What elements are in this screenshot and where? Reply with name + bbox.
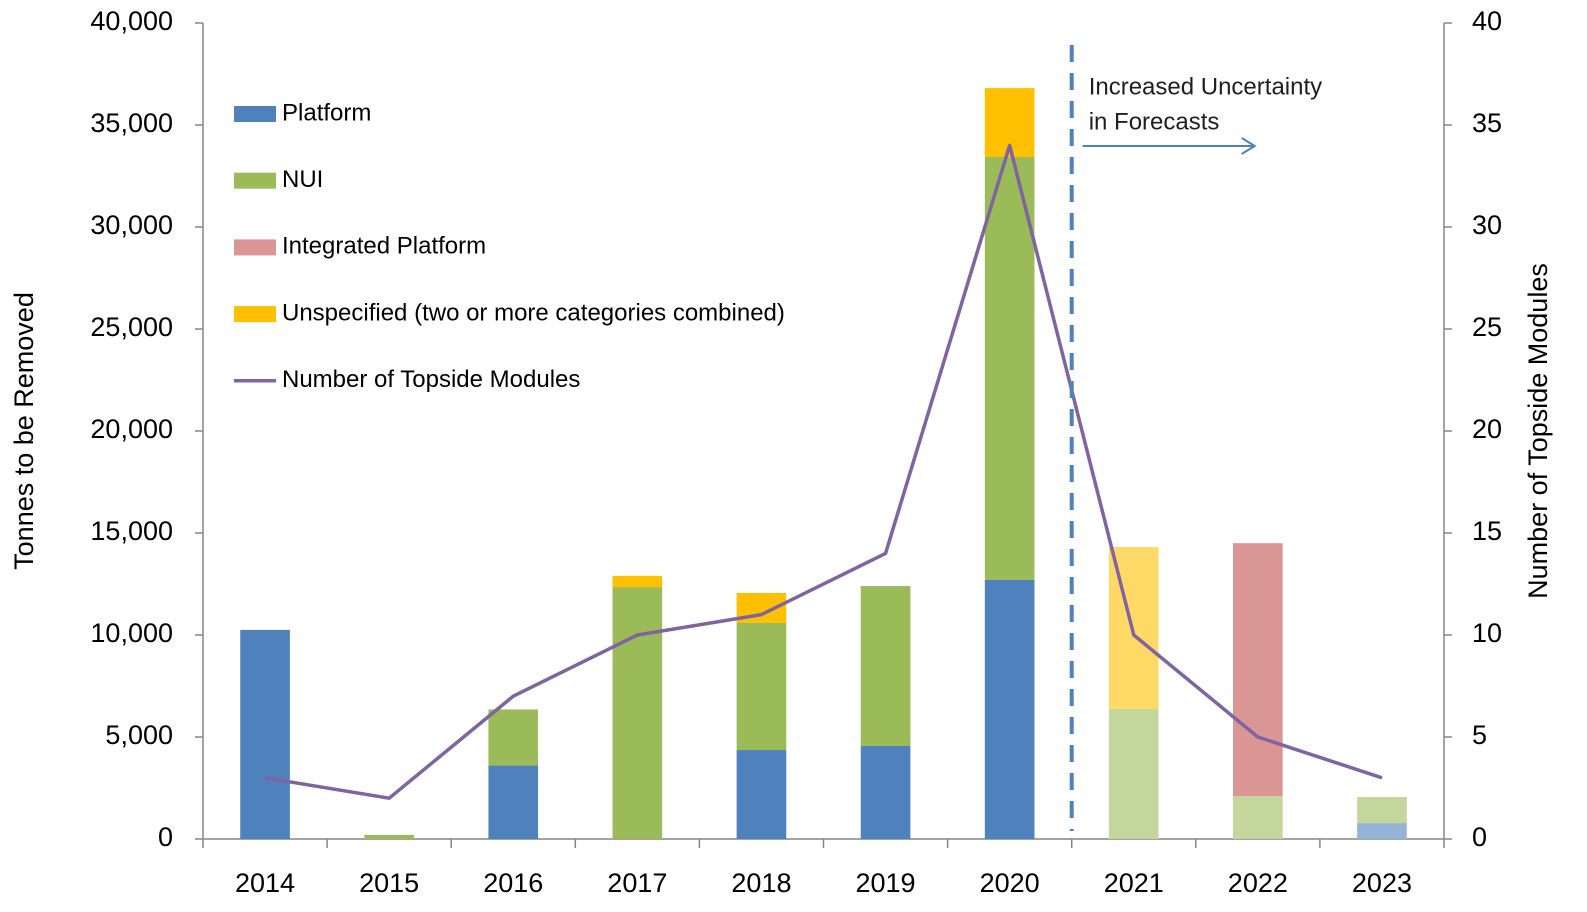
y-tick-label: 35,000 xyxy=(90,108,173,138)
y-tick-label: 10,000 xyxy=(90,618,173,648)
x-tick-label: 2023 xyxy=(1352,868,1412,898)
bar xyxy=(240,629,290,839)
y-axis-title: Tonnes to be Removed xyxy=(9,292,39,570)
y2-tick-label: 5 xyxy=(1472,720,1487,750)
x-tick-label: 2021 xyxy=(1104,868,1164,898)
legend-label: NUI xyxy=(282,166,323,193)
bar xyxy=(612,575,663,588)
bar xyxy=(1357,796,1407,824)
x-tick-label: 2016 xyxy=(483,868,543,898)
x-tick-label: 2017 xyxy=(607,868,667,898)
annotation-arrow xyxy=(1082,137,1257,155)
legend-swatch xyxy=(234,239,276,256)
y2-tick-label: 25 xyxy=(1472,312,1502,342)
bar xyxy=(860,586,911,746)
bar xyxy=(488,709,539,766)
bar xyxy=(1357,823,1407,839)
bar xyxy=(1233,796,1283,839)
legend-swatch xyxy=(234,172,276,189)
bar xyxy=(488,765,539,839)
legend-label: Unspecified (two or more categories comb… xyxy=(282,299,785,326)
y2-tick-label: 0 xyxy=(1472,822,1487,852)
y-tick-label: 5,000 xyxy=(105,720,173,750)
annotation: in Forecasts xyxy=(1089,108,1220,135)
bar xyxy=(984,157,1035,580)
bar xyxy=(984,579,1035,839)
y2-tick-label: 35 xyxy=(1472,108,1502,138)
y2-tick-label: 40 xyxy=(1472,6,1502,36)
y-tick-label: 30,000 xyxy=(90,210,173,240)
y-tick-label: 25,000 xyxy=(90,312,173,342)
bar xyxy=(612,587,663,839)
legend-label: Platform xyxy=(282,99,371,126)
line xyxy=(264,143,1383,800)
y2-tick-label: 30 xyxy=(1472,210,1502,240)
legend-label: Number of Topside Modules xyxy=(282,366,580,393)
annotation: Increased Uncertainty xyxy=(1089,73,1322,100)
x-tick-label: 2022 xyxy=(1228,868,1288,898)
y2-tick-label: 10 xyxy=(1472,618,1502,648)
y2-tick-label: 15 xyxy=(1472,516,1502,546)
x-tick-label: 2015 xyxy=(359,868,419,898)
y-tick-label: 0 xyxy=(158,822,173,852)
legend-label: Integrated Platform xyxy=(282,233,486,260)
x-tick-label: 2018 xyxy=(731,868,791,898)
bar xyxy=(1108,709,1159,839)
x-tick-label: 2020 xyxy=(980,868,1040,898)
y-tick-label: 40,000 xyxy=(90,6,173,36)
x-tick-label: 2019 xyxy=(856,868,916,898)
bar xyxy=(736,622,787,751)
legend-swatch xyxy=(234,106,276,122)
legend-swatch xyxy=(234,306,276,323)
bar xyxy=(1233,543,1283,797)
y-tick-label: 15,000 xyxy=(90,516,173,546)
bar xyxy=(736,750,787,839)
y2-tick-label: 20 xyxy=(1472,414,1502,444)
bar xyxy=(860,745,911,839)
bar xyxy=(364,834,414,839)
y-tick-label: 20,000 xyxy=(90,414,173,444)
x-tick-label: 2014 xyxy=(235,868,295,898)
y2-axis-title: Number of Topside Modules xyxy=(1523,263,1553,599)
